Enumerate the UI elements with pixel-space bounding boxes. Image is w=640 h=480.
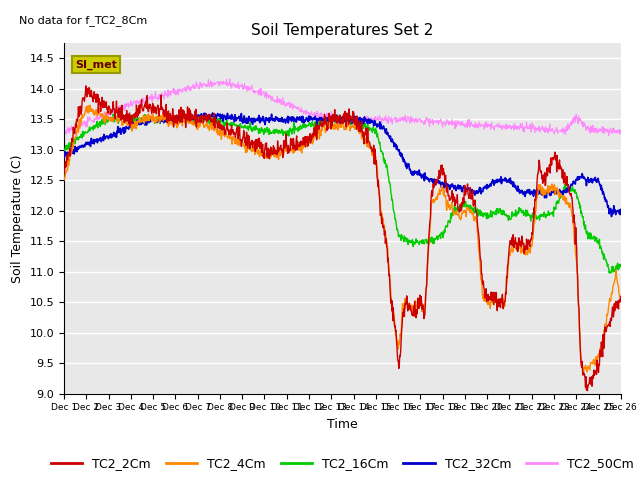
Text: No data for f_TC2_8Cm: No data for f_TC2_8Cm xyxy=(19,15,148,26)
Text: SI_met: SI_met xyxy=(75,60,117,70)
X-axis label: Time: Time xyxy=(327,418,358,431)
Legend: TC2_2Cm, TC2_4Cm, TC2_16Cm, TC2_32Cm, TC2_50Cm: TC2_2Cm, TC2_4Cm, TC2_16Cm, TC2_32Cm, TC… xyxy=(46,453,639,475)
Title: Soil Temperatures Set 2: Soil Temperatures Set 2 xyxy=(252,23,433,38)
Y-axis label: Soil Temperature (C): Soil Temperature (C) xyxy=(11,154,24,283)
